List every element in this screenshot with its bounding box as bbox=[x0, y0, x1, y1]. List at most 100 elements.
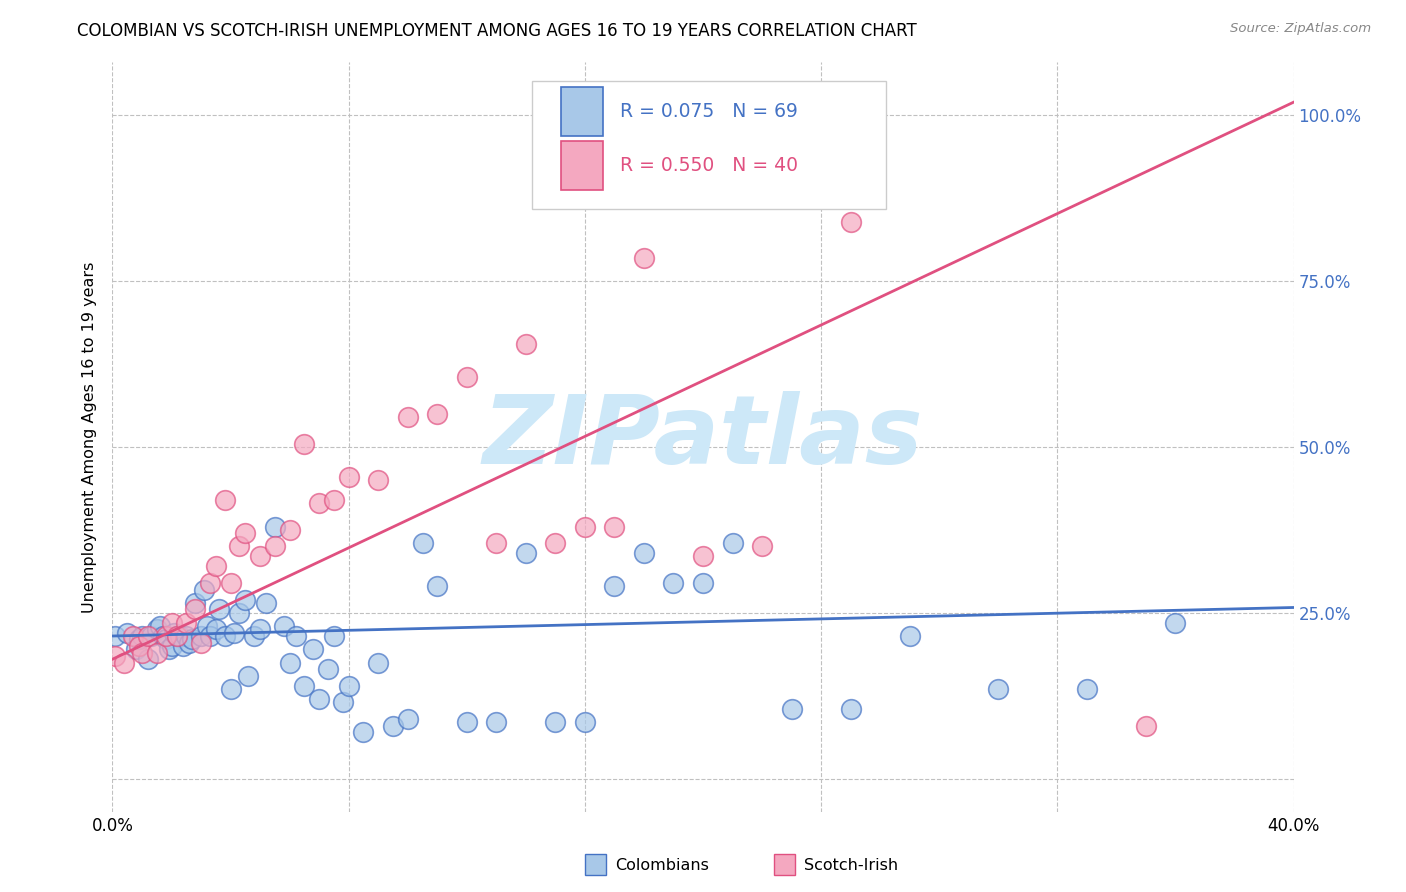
Point bbox=[1076, 681, 1098, 696]
Point bbox=[184, 596, 207, 610]
Point bbox=[323, 629, 346, 643]
Point bbox=[337, 470, 360, 484]
Point bbox=[174, 615, 197, 630]
FancyBboxPatch shape bbox=[531, 81, 886, 209]
Point bbox=[160, 639, 183, 653]
Point bbox=[122, 629, 145, 643]
Point bbox=[243, 629, 266, 643]
Text: R = 0.550   N = 40: R = 0.550 N = 40 bbox=[620, 156, 799, 175]
Point bbox=[136, 652, 159, 666]
Point bbox=[155, 632, 177, 647]
Point bbox=[308, 496, 330, 510]
Point bbox=[146, 646, 169, 660]
Point bbox=[780, 702, 803, 716]
Point bbox=[166, 629, 188, 643]
Point bbox=[515, 546, 537, 560]
Point bbox=[337, 679, 360, 693]
Point bbox=[166, 629, 188, 643]
Point bbox=[411, 536, 433, 550]
Point bbox=[485, 715, 508, 730]
Point bbox=[839, 214, 862, 228]
Text: ZIPatlas: ZIPatlas bbox=[482, 391, 924, 483]
Point bbox=[181, 632, 204, 647]
Point bbox=[104, 648, 127, 663]
FancyBboxPatch shape bbox=[561, 87, 603, 136]
Point bbox=[308, 692, 330, 706]
Point bbox=[172, 639, 194, 653]
Point bbox=[515, 337, 537, 351]
Point bbox=[193, 582, 215, 597]
Point bbox=[662, 576, 685, 591]
Point bbox=[633, 546, 655, 560]
Point bbox=[117, 625, 138, 640]
Point bbox=[382, 718, 405, 732]
Point bbox=[174, 629, 197, 643]
Point bbox=[214, 629, 236, 643]
Point bbox=[125, 642, 148, 657]
Point bbox=[190, 629, 212, 643]
Point bbox=[292, 679, 315, 693]
Text: R = 0.075   N = 69: R = 0.075 N = 69 bbox=[620, 102, 799, 121]
Point bbox=[544, 536, 567, 550]
Point bbox=[367, 473, 389, 487]
Point bbox=[233, 592, 256, 607]
Point bbox=[228, 606, 250, 620]
Point bbox=[273, 619, 295, 633]
Point bbox=[169, 629, 191, 643]
Point bbox=[139, 629, 162, 643]
FancyBboxPatch shape bbox=[585, 855, 606, 875]
Point bbox=[898, 629, 921, 643]
Point bbox=[603, 519, 626, 533]
Point bbox=[104, 629, 127, 643]
Point bbox=[396, 712, 419, 726]
Point bbox=[1164, 615, 1187, 630]
Point bbox=[136, 629, 159, 643]
Point bbox=[316, 662, 339, 676]
Point bbox=[112, 656, 135, 670]
Point bbox=[302, 642, 325, 657]
Point bbox=[160, 615, 183, 630]
Point bbox=[839, 702, 862, 716]
Point bbox=[396, 410, 419, 425]
Point bbox=[574, 715, 596, 730]
Point bbox=[214, 493, 236, 508]
Point bbox=[278, 523, 301, 537]
Point bbox=[426, 407, 449, 421]
Point bbox=[205, 559, 228, 574]
Point bbox=[544, 715, 567, 730]
FancyBboxPatch shape bbox=[773, 855, 794, 875]
Y-axis label: Unemployment Among Ages 16 to 19 years: Unemployment Among Ages 16 to 19 years bbox=[82, 261, 97, 613]
Point bbox=[205, 623, 228, 637]
Point bbox=[603, 579, 626, 593]
Point bbox=[254, 596, 277, 610]
Point bbox=[149, 619, 172, 633]
Point bbox=[367, 656, 389, 670]
Point bbox=[751, 540, 773, 554]
Point bbox=[456, 370, 478, 384]
Point bbox=[264, 519, 287, 533]
Point bbox=[249, 623, 271, 637]
Point bbox=[692, 549, 714, 564]
Point bbox=[222, 625, 245, 640]
Point bbox=[721, 536, 744, 550]
Point bbox=[157, 642, 180, 657]
Point bbox=[128, 639, 150, 653]
Point bbox=[284, 629, 307, 643]
Point bbox=[128, 632, 150, 647]
Point bbox=[195, 619, 218, 633]
Point bbox=[152, 629, 174, 643]
Point bbox=[131, 629, 153, 643]
Point bbox=[249, 549, 271, 564]
Point bbox=[278, 656, 301, 670]
Point bbox=[692, 576, 714, 591]
Point bbox=[219, 681, 242, 696]
Point bbox=[987, 681, 1010, 696]
Point bbox=[198, 629, 221, 643]
Point bbox=[179, 635, 201, 649]
Point bbox=[155, 629, 177, 643]
Point bbox=[233, 526, 256, 541]
Text: Colombians: Colombians bbox=[616, 858, 709, 873]
Point bbox=[208, 602, 231, 616]
Point bbox=[352, 725, 374, 739]
FancyBboxPatch shape bbox=[561, 141, 603, 190]
